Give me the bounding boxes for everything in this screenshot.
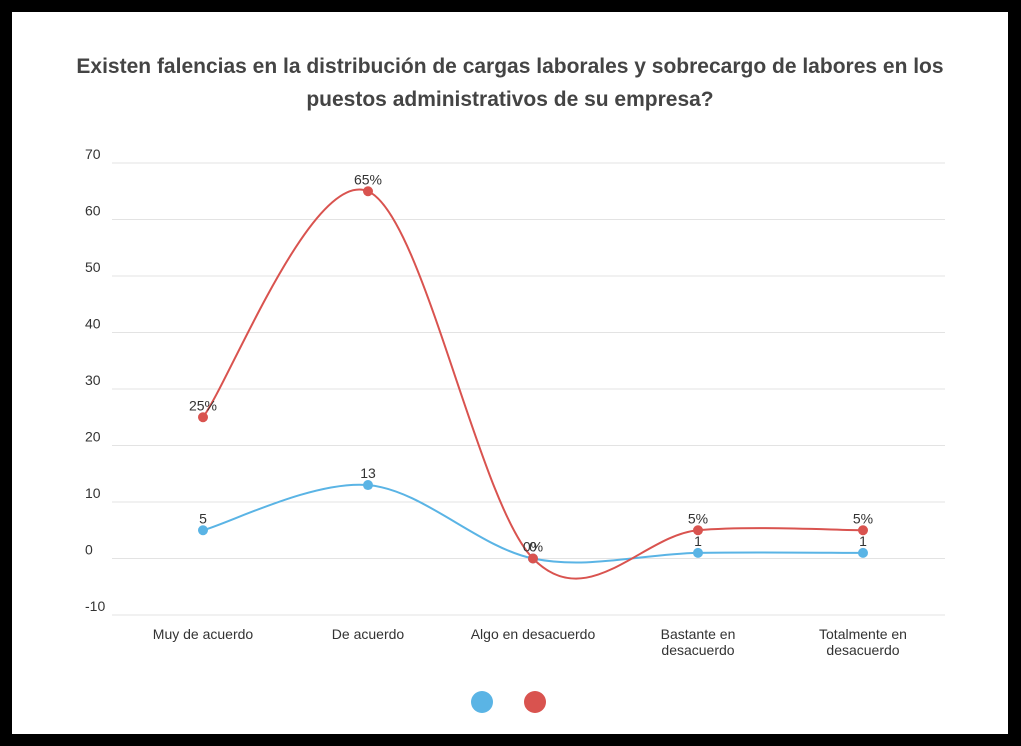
data-label: 5% (853, 510, 873, 526)
y-tick-label: 70 (85, 146, 101, 162)
data-label: 5 (199, 510, 207, 526)
data-label: 65% (354, 171, 382, 187)
legend-marker (524, 691, 546, 713)
y-tick-label: 40 (85, 316, 101, 332)
x-tick-label: Totalmente en desacuerdo (819, 626, 907, 658)
data-point (858, 525, 868, 536)
data-label: 0 (529, 539, 537, 555)
data-point (363, 186, 373, 197)
data-label: 1 (694, 533, 702, 549)
y-tick-label: -10 (85, 598, 105, 614)
x-tick-label: Muy de acuerdo (152, 626, 254, 642)
y-tick-label: 50 (85, 259, 101, 275)
legend-marker (471, 691, 493, 713)
data-point (693, 547, 703, 558)
data-point (693, 525, 703, 536)
data-label: 0% (523, 539, 543, 555)
data-label: 13 (360, 465, 376, 481)
data-point (363, 480, 373, 491)
x-tick-label: Algo en desacuerdo (470, 626, 596, 642)
data-label: 1 (859, 533, 867, 549)
data-point (198, 525, 208, 536)
y-tick-label: 30 (85, 372, 101, 388)
y-tick-label: 20 (85, 429, 101, 445)
frame (12, 12, 1008, 734)
x-tick-label: De acuerdo (331, 626, 405, 642)
x-tick-label: Bastante en desacuerdo (660, 626, 736, 658)
data-label: 25% (189, 397, 217, 413)
y-tick-label: 10 (85, 485, 101, 501)
chart-title: Existen falencias en la distribución de … (76, 55, 944, 111)
data-label: 5% (688, 510, 708, 526)
data-point (528, 553, 538, 564)
data-point (858, 547, 868, 558)
series-line (202, 188, 864, 580)
y-tick-label: 60 (85, 203, 101, 219)
data-point (198, 412, 208, 423)
y-tick-label: 0 (85, 542, 93, 558)
